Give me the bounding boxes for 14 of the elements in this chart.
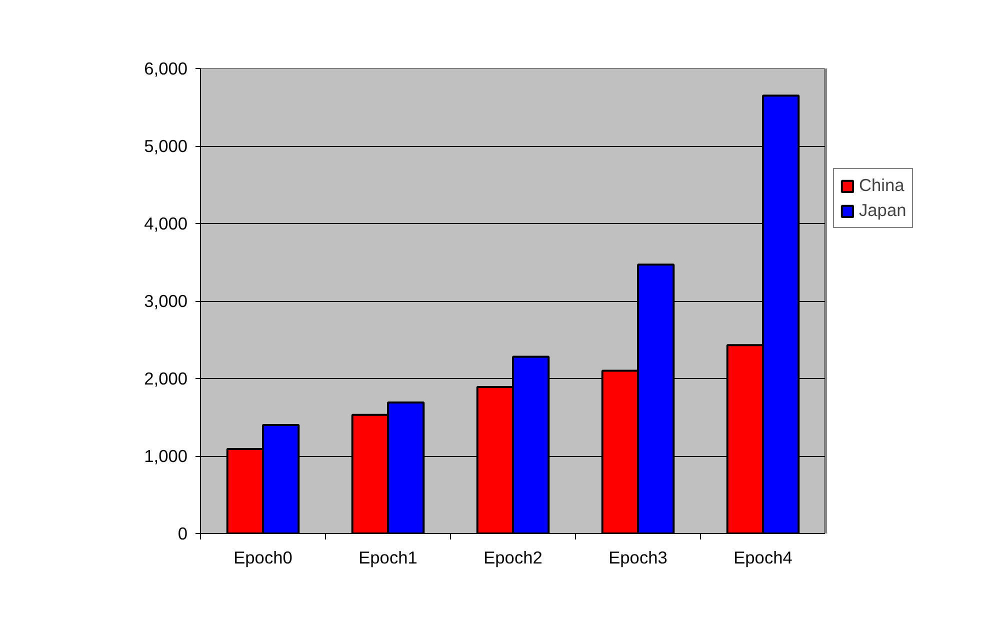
legend-label: China — [859, 175, 904, 196]
x-tick-label: Epoch3 — [608, 548, 668, 568]
x-tick-label: Epoch0 — [234, 548, 292, 568]
y-tick-label: 2,000 — [144, 368, 188, 388]
y-tick-label: 1,000 — [144, 446, 188, 466]
y-tick-label: 0 — [178, 524, 188, 544]
y-tick-label: 5,000 — [144, 136, 188, 156]
x-tick-label: Epoch4 — [734, 548, 793, 568]
x-tick-label: Epoch1 — [358, 548, 418, 568]
y-tick-label: 6,000 — [144, 58, 188, 78]
y-tick-label: 4,000 — [144, 214, 188, 234]
legend-label: Japan — [859, 200, 906, 221]
y-tick-label: 3,000 — [144, 291, 188, 311]
x-tick-label: Epoch2 — [484, 548, 542, 568]
